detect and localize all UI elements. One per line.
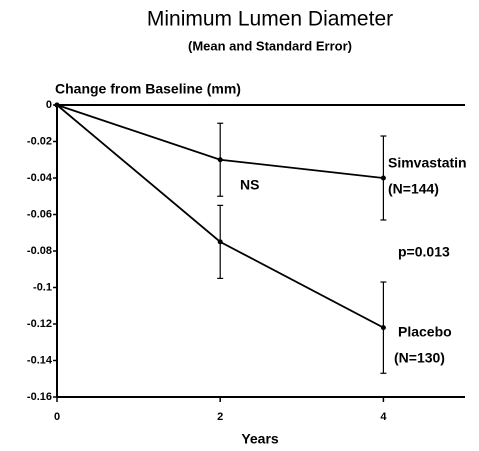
chart-title: Minimum Lumen Diameter bbox=[147, 8, 393, 31]
y-tick-label: -0.14 bbox=[27, 354, 53, 366]
series-count: (N=130) bbox=[394, 350, 445, 366]
chart-subtitle: (Mean and Standard Error) bbox=[188, 38, 352, 53]
x-axis-label: Years bbox=[241, 431, 279, 447]
y-tick-label: -0.08 bbox=[27, 245, 52, 257]
x-tick-label: 0 bbox=[54, 411, 60, 423]
data-point bbox=[54, 102, 60, 108]
y-tick-label: -0.02 bbox=[27, 135, 52, 147]
y-tick-label: -0.12 bbox=[27, 318, 52, 330]
y-tick-label: -0.16 bbox=[27, 391, 52, 403]
y-tick-label: -0.06 bbox=[27, 208, 52, 220]
annotation: p=0.013 bbox=[398, 244, 450, 260]
x-tick-label: 2 bbox=[217, 411, 223, 423]
y-tick-label: -0.1 bbox=[33, 281, 52, 293]
series-label: Simvastatin bbox=[388, 155, 467, 171]
series-label: Placebo bbox=[398, 324, 452, 340]
x-tick-label: 4 bbox=[380, 411, 387, 423]
annotation: NS bbox=[240, 177, 259, 193]
y-axis-label: Change from Baseline (mm) bbox=[55, 81, 241, 97]
y-tick-label: 0 bbox=[46, 99, 52, 111]
series-count: (N=144) bbox=[388, 181, 439, 197]
y-tick-label: -0.04 bbox=[27, 172, 53, 184]
